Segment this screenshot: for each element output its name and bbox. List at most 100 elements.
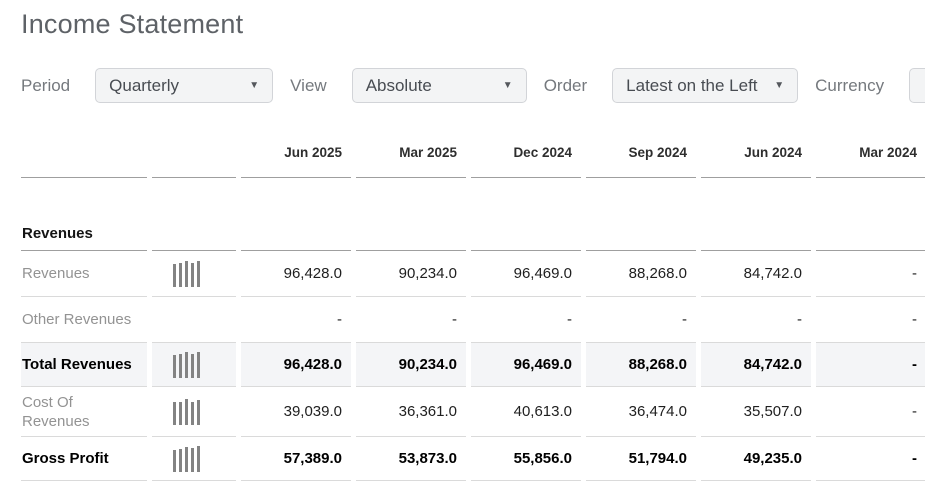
cell-value <box>816 223 925 251</box>
cell-value: 90,234.0 <box>356 251 466 297</box>
table-row: Total Revenues 96,428.0 90,234.0 96,469.0 88… <box>21 343 925 387</box>
spacer-cell <box>21 178 925 223</box>
table-row: Revenues 96,428.0 90,234.0 96,469.0 88,268.0… <box>21 251 925 297</box>
sparkline-bar <box>197 399 200 425</box>
currency-dropdown[interactable] <box>909 68 925 103</box>
row-label: Cost Of Revenues <box>21 387 147 437</box>
view-dropdown[interactable]: Absolute ▼ <box>351 68 527 103</box>
filter-bar: Period Quarterly ▼ View Absolute ▼ Order… <box>21 68 925 103</box>
page-title: Income Statement <box>21 9 244 39</box>
cell-value <box>701 223 811 251</box>
header-sparkline-spacer <box>152 130 236 178</box>
table-row: Revenues <box>21 223 925 251</box>
income-statement-table: Jun 2025 Mar 2025 Dec 2024 Sep 2024 Jun 2024… <box>16 130 925 481</box>
cell-value: 49,235.0 <box>701 437 811 481</box>
table-row: Cost Of Revenues 39,039.0 36,361.0 40,613.0… <box>21 387 925 437</box>
cell-value: 39,039.0 <box>241 387 351 437</box>
period-dropdown[interactable]: Quarterly ▼ <box>95 68 274 103</box>
sparkline-bar <box>173 449 176 472</box>
sparkline-bar <box>191 447 194 472</box>
sparkline-bar <box>191 401 194 425</box>
view-dropdown-value: Absolute <box>365 75 432 95</box>
cell-value: - <box>241 297 351 343</box>
chevron-down-icon: ▼ <box>774 80 785 91</box>
cell-value: 51,794.0 <box>586 437 696 481</box>
sparkline-bar <box>191 353 194 378</box>
sparkline-bar <box>185 398 188 425</box>
sparkline-cell <box>152 251 236 297</box>
order-filter-group: Order Latest on the Left ▼ <box>544 68 815 103</box>
table-row: Other Revenues - - - - - - <box>21 297 925 343</box>
cell-value: - <box>816 297 925 343</box>
spacer-row <box>21 178 925 223</box>
period-filter-group: Period Quarterly ▼ <box>21 68 290 103</box>
cell-value: - <box>356 297 466 343</box>
sparkline-chart <box>153 445 235 472</box>
cell-value: 36,361.0 <box>356 387 466 437</box>
sparkline-cell <box>152 343 236 387</box>
column-header: Mar 2025 <box>356 130 466 178</box>
sparkline-chart <box>153 398 235 425</box>
cell-value: 36,474.0 <box>586 387 696 437</box>
sparkline-bar <box>173 354 176 378</box>
cell-value: 53,873.0 <box>356 437 466 481</box>
cell-value: 55,856.0 <box>471 437 581 481</box>
row-label: Revenues <box>21 251 147 297</box>
cell-value: - <box>471 297 581 343</box>
cell-value: 84,742.0 <box>701 343 811 387</box>
currency-filter-group: Currency <box>815 68 925 103</box>
cell-value: 90,234.0 <box>356 343 466 387</box>
sparkline-bar <box>191 262 194 287</box>
chevron-down-icon: ▼ <box>502 80 513 91</box>
view-filter-group: View Absolute ▼ <box>290 68 544 103</box>
period-dropdown-value: Quarterly <box>109 75 180 95</box>
cell-value: 88,268.0 <box>586 251 696 297</box>
header-label-spacer <box>21 130 147 178</box>
sparkline-bar <box>179 448 182 472</box>
sparkline-bar <box>185 260 188 287</box>
sparkline-cell <box>152 223 236 251</box>
column-header: Jun 2024 <box>701 130 811 178</box>
row-label: Total Revenues <box>21 343 147 387</box>
sparkline-bar <box>197 351 200 378</box>
row-label: Other Revenues <box>21 297 147 343</box>
cell-value: 96,469.0 <box>471 343 581 387</box>
sparkline-bar <box>173 401 176 425</box>
sparkline-chart <box>153 351 235 378</box>
order-dropdown[interactable]: Latest on the Left ▼ <box>612 68 799 103</box>
sparkline-bar <box>197 445 200 472</box>
sparkline-chart <box>153 260 235 287</box>
column-header: Mar 2024 <box>816 130 925 178</box>
cell-value: - <box>816 387 925 437</box>
cell-value: 96,469.0 <box>471 251 581 297</box>
order-filter-label: Order <box>543 75 588 95</box>
table-header-row: Jun 2025 Mar 2025 Dec 2024 Sep 2024 Jun 2024… <box>21 130 925 178</box>
sparkline-bar <box>173 263 176 287</box>
row-label: Revenues <box>21 223 147 251</box>
sparkline-bar <box>179 262 182 287</box>
sparkline-bar <box>197 260 200 287</box>
table-row: Gross Profit 57,389.0 53,873.0 55,856.0 51,7… <box>21 437 925 481</box>
cell-value: 84,742.0 <box>701 251 811 297</box>
chevron-down-icon: ▼ <box>249 80 260 91</box>
column-header: Jun 2025 <box>241 130 351 178</box>
cell-value <box>471 223 581 251</box>
sparkline-bar <box>185 446 188 472</box>
row-label: Gross Profit <box>21 437 147 481</box>
sparkline-cell <box>152 387 236 437</box>
cell-value: 96,428.0 <box>241 343 351 387</box>
cell-value: 35,507.0 <box>701 387 811 437</box>
sparkline-bar <box>179 353 182 378</box>
cell-value <box>241 223 351 251</box>
period-filter-label: Period <box>21 75 71 95</box>
cell-value: 96,428.0 <box>241 251 351 297</box>
cell-value: - <box>816 343 925 387</box>
view-filter-label: View <box>290 75 327 95</box>
cell-value <box>586 223 696 251</box>
cell-value: - <box>816 251 925 297</box>
currency-filter-label: Currency <box>815 75 885 95</box>
sparkline-cell <box>152 297 236 343</box>
column-header: Sep 2024 <box>586 130 696 178</box>
cell-value: - <box>816 437 925 481</box>
order-dropdown-value: Latest on the Left <box>626 75 758 95</box>
